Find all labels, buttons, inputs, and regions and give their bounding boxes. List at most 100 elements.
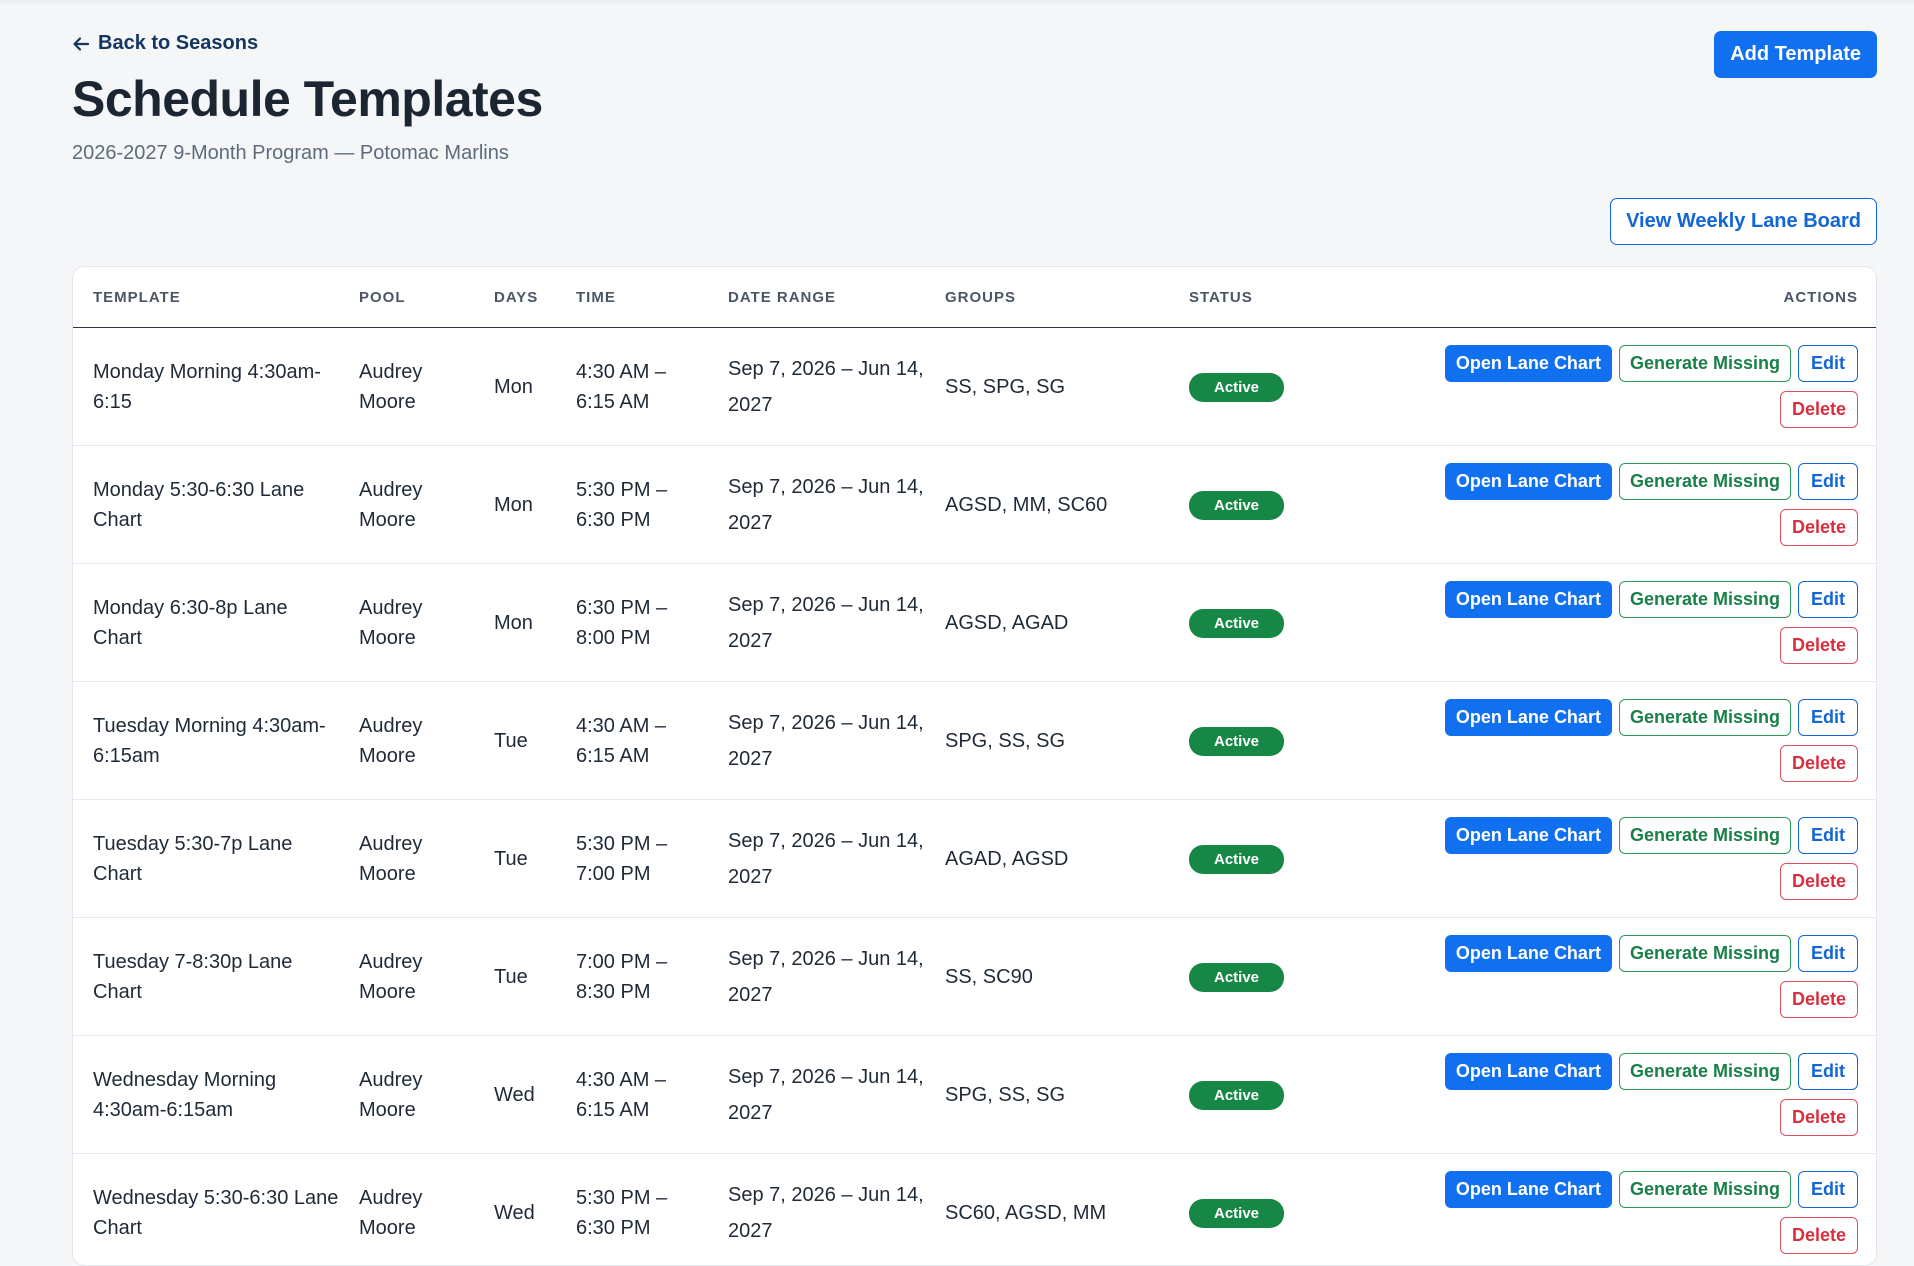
table-row: Tuesday 7-8:30p Lane Chart Audrey Moore … xyxy=(73,918,1877,1036)
days-cell: Tue xyxy=(474,800,556,918)
groups-cell: SPG, SS, SG xyxy=(925,1036,1169,1154)
open-lane-chart-button[interactable]: Open Lane Chart xyxy=(1445,817,1612,854)
generate-missing-button[interactable]: Generate Missing xyxy=(1619,581,1791,618)
pool-cell: Audrey Moore xyxy=(339,1154,474,1266)
table-row: Monday 6:30-8p Lane Chart Audrey Moore M… xyxy=(73,564,1877,682)
delete-button[interactable]: Delete xyxy=(1780,745,1858,782)
open-lane-chart-button[interactable]: Open Lane Chart xyxy=(1445,345,1612,382)
pool-cell: Audrey Moore xyxy=(339,1036,474,1154)
table-row: Wednesday Morning 4:30am-6:15am Audrey M… xyxy=(73,1036,1877,1154)
date-range-cell: Sep 7, 2026 – Jun 14, 2027 xyxy=(708,328,925,446)
table-row: Wednesday 5:30-6:30 Lane Chart Audrey Mo… xyxy=(73,1154,1877,1266)
status-cell: Active xyxy=(1169,1154,1338,1266)
status-cell: Active xyxy=(1169,918,1338,1036)
status-badge: Active xyxy=(1189,491,1284,520)
template-name-cell: Wednesday Morning 4:30am-6:15am xyxy=(73,1036,339,1154)
column-header-template[interactable]: TEMPLATE xyxy=(73,267,339,328)
open-lane-chart-button[interactable]: Open Lane Chart xyxy=(1445,699,1612,736)
table-row: Tuesday Morning 4:30am-6:15am Audrey Moo… xyxy=(73,682,1877,800)
table-row: Tuesday 5:30-7p Lane Chart Audrey Moore … xyxy=(73,800,1877,918)
edit-button[interactable]: Edit xyxy=(1798,817,1858,854)
delete-button[interactable]: Delete xyxy=(1780,981,1858,1018)
template-name-cell: Monday 5:30-6:30 Lane Chart xyxy=(73,446,339,564)
delete-button[interactable]: Delete xyxy=(1780,509,1858,546)
back-to-seasons-link[interactable]: Back to Seasons xyxy=(72,32,258,55)
days-cell: Mon xyxy=(474,564,556,682)
edit-button[interactable]: Edit xyxy=(1798,1053,1858,1090)
edit-button[interactable]: Edit xyxy=(1798,1171,1858,1208)
time-cell: 5:30 PM – 6:30 PM xyxy=(556,446,708,564)
status-cell: Active xyxy=(1169,446,1338,564)
open-lane-chart-button[interactable]: Open Lane Chart xyxy=(1445,1171,1612,1208)
delete-button[interactable]: Delete xyxy=(1780,1099,1858,1136)
open-lane-chart-button[interactable]: Open Lane Chart xyxy=(1445,581,1612,618)
date-range-cell: Sep 7, 2026 – Jun 14, 2027 xyxy=(708,800,925,918)
pool-cell: Audrey Moore xyxy=(339,800,474,918)
status-badge: Active xyxy=(1189,845,1284,874)
days-cell: Tue xyxy=(474,918,556,1036)
days-cell: Tue xyxy=(474,682,556,800)
status-badge: Active xyxy=(1189,609,1284,638)
actions-cell: Open Lane Chart Generate Missing Edit De… xyxy=(1338,564,1877,682)
generate-missing-button[interactable]: Generate Missing xyxy=(1619,935,1791,972)
status-cell: Active xyxy=(1169,682,1338,800)
column-header-time[interactable]: TIME xyxy=(556,267,708,328)
template-name-cell: Wednesday 5:30-6:30 Lane Chart xyxy=(73,1154,339,1266)
delete-button[interactable]: Delete xyxy=(1780,391,1858,428)
days-cell: Mon xyxy=(474,446,556,564)
pool-cell: Audrey Moore xyxy=(339,564,474,682)
add-template-button[interactable]: Add Template xyxy=(1714,31,1877,78)
open-lane-chart-button[interactable]: Open Lane Chart xyxy=(1445,1053,1612,1090)
time-cell: 5:30 PM – 7:00 PM xyxy=(556,800,708,918)
edit-button[interactable]: Edit xyxy=(1798,935,1858,972)
actions-cell: Open Lane Chart Generate Missing Edit De… xyxy=(1338,1154,1877,1266)
column-header-days[interactable]: DAYS xyxy=(474,267,556,328)
template-name-cell: Monday Morning 4:30am-6:15 xyxy=(73,328,339,446)
groups-cell: SPG, SS, SG xyxy=(925,682,1169,800)
open-lane-chart-button[interactable]: Open Lane Chart xyxy=(1445,935,1612,972)
generate-missing-button[interactable]: Generate Missing xyxy=(1619,699,1791,736)
date-range-cell: Sep 7, 2026 – Jun 14, 2027 xyxy=(708,918,925,1036)
delete-button[interactable]: Delete xyxy=(1780,627,1858,664)
actions-cell: Open Lane Chart Generate Missing Edit De… xyxy=(1338,1036,1877,1154)
view-weekly-lane-board-button[interactable]: View Weekly Lane Board xyxy=(1610,198,1877,245)
generate-missing-button[interactable]: Generate Missing xyxy=(1619,817,1791,854)
actions-cell: Open Lane Chart Generate Missing Edit De… xyxy=(1338,682,1877,800)
pool-cell: Audrey Moore xyxy=(339,918,474,1036)
status-badge: Active xyxy=(1189,1199,1284,1228)
column-header-actions: ACTIONS xyxy=(1338,267,1877,328)
generate-missing-button[interactable]: Generate Missing xyxy=(1619,463,1791,500)
status-cell: Active xyxy=(1169,564,1338,682)
column-header-date-range[interactable]: DATE RANGE xyxy=(708,267,925,328)
back-link-label[interactable]: Back to Seasons xyxy=(98,32,258,55)
delete-button[interactable]: Delete xyxy=(1780,1217,1858,1254)
date-range-cell: Sep 7, 2026 – Jun 14, 2027 xyxy=(708,446,925,564)
generate-missing-button[interactable]: Generate Missing xyxy=(1619,1053,1791,1090)
page-title: Schedule Templates xyxy=(72,70,543,128)
pool-cell: Audrey Moore xyxy=(339,682,474,800)
template-name-cell: Tuesday Morning 4:30am-6:15am xyxy=(73,682,339,800)
delete-button[interactable]: Delete xyxy=(1780,863,1858,900)
groups-cell: AGSD, MM, SC60 xyxy=(925,446,1169,564)
time-cell: 7:00 PM – 8:30 PM xyxy=(556,918,708,1036)
column-header-groups[interactable]: GROUPS xyxy=(925,267,1169,328)
actions-cell: Open Lane Chart Generate Missing Edit De… xyxy=(1338,800,1877,918)
edit-button[interactable]: Edit xyxy=(1798,345,1858,382)
column-header-pool[interactable]: POOL xyxy=(339,267,474,328)
groups-cell: SS, SC90 xyxy=(925,918,1169,1036)
edit-button[interactable]: Edit xyxy=(1798,581,1858,618)
generate-missing-button[interactable]: Generate Missing xyxy=(1619,1171,1791,1208)
generate-missing-button[interactable]: Generate Missing xyxy=(1619,345,1791,382)
time-cell: 5:30 PM – 6:30 PM xyxy=(556,1154,708,1266)
status-badge: Active xyxy=(1189,1081,1284,1110)
column-header-status[interactable]: STATUS xyxy=(1169,267,1338,328)
status-badge: Active xyxy=(1189,373,1284,402)
days-cell: Wed xyxy=(474,1036,556,1154)
open-lane-chart-button[interactable]: Open Lane Chart xyxy=(1445,463,1612,500)
days-cell: Wed xyxy=(474,1154,556,1266)
actions-cell: Open Lane Chart Generate Missing Edit De… xyxy=(1338,328,1877,446)
edit-button[interactable]: Edit xyxy=(1798,699,1858,736)
time-cell: 6:30 PM – 8:00 PM xyxy=(556,564,708,682)
pool-cell: Audrey Moore xyxy=(339,328,474,446)
edit-button[interactable]: Edit xyxy=(1798,463,1858,500)
